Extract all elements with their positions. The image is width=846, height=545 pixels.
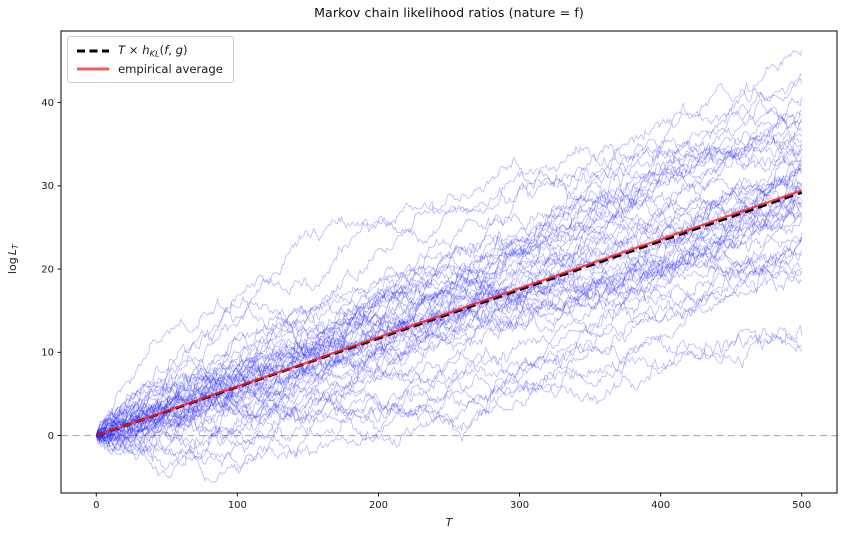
trajectory-line bbox=[96, 114, 803, 461]
kl-reference-line bbox=[95, 191, 803, 437]
trajectories-group bbox=[95, 50, 803, 484]
trajectory-line bbox=[95, 199, 802, 460]
empirical-average-line bbox=[95, 189, 803, 437]
y-tick-label: 40 bbox=[41, 98, 54, 109]
trajectory-line bbox=[95, 185, 802, 436]
trajectory-line bbox=[95, 268, 803, 455]
trajectory-line bbox=[95, 213, 803, 436]
trajectory-line bbox=[95, 331, 802, 469]
y-tick-label: 10 bbox=[41, 348, 54, 359]
trajectory-line bbox=[95, 189, 802, 443]
trajectory-line bbox=[95, 247, 803, 452]
x-tick-label: 500 bbox=[792, 500, 811, 511]
trajectory-line bbox=[95, 77, 803, 436]
y-tick-label: 0 bbox=[48, 431, 54, 442]
x-tick-label: 200 bbox=[369, 500, 388, 511]
x-tick-label: 100 bbox=[228, 500, 247, 511]
x-axis-label: T bbox=[445, 516, 453, 529]
x-axis-ticks: 0 100 200 300 400 500 bbox=[93, 493, 811, 511]
trajectory-line bbox=[96, 150, 802, 446]
trajectory-line bbox=[96, 326, 803, 468]
trajectory-line bbox=[96, 167, 803, 439]
trajectory-line bbox=[95, 97, 803, 440]
trajectory-line bbox=[96, 120, 802, 438]
y-tick-label: 30 bbox=[41, 181, 54, 192]
trajectory-line bbox=[95, 133, 803, 436]
y-axis-ticks: 0 10 20 30 40 bbox=[41, 98, 61, 442]
trajectory-line bbox=[96, 180, 803, 441]
trajectory-line bbox=[95, 72, 803, 453]
trajectory-line bbox=[95, 214, 803, 440]
trajectory-line bbox=[95, 107, 802, 471]
trajectory-line bbox=[95, 152, 803, 442]
x-tick-label: 400 bbox=[651, 500, 670, 511]
trajectory-line bbox=[95, 185, 802, 442]
trajectory-line bbox=[95, 250, 802, 484]
legend-kl-dashed-line-sample bbox=[77, 49, 109, 53]
y-tick-label: 20 bbox=[41, 264, 54, 275]
x-tick-label: 0 bbox=[93, 500, 99, 511]
trajectory-line bbox=[96, 132, 803, 442]
y-axis-label: log LT bbox=[5, 244, 21, 275]
chart-title: Markov chain likelihood ratios (nature =… bbox=[314, 5, 584, 20]
trajectory-line bbox=[95, 260, 803, 444]
trajectory-line bbox=[95, 325, 803, 436]
trajectory-line bbox=[95, 147, 803, 457]
x-tick-label: 300 bbox=[510, 500, 529, 511]
trajectory-line bbox=[95, 237, 803, 438]
trajectory-line bbox=[96, 194, 802, 441]
trajectory-line bbox=[95, 269, 802, 438]
trajectory-line bbox=[95, 164, 802, 443]
axes-frame bbox=[60, 30, 838, 494]
trajectory-line bbox=[96, 199, 803, 446]
legend-average-line-sample bbox=[77, 67, 109, 71]
trajectory-line bbox=[95, 116, 803, 449]
legend: T × hKL(f, g) empirical average bbox=[67, 36, 234, 84]
trajectory-line bbox=[96, 256, 802, 444]
trajectory-line bbox=[96, 233, 802, 449]
trajectory-line bbox=[95, 200, 803, 445]
trajectory-line bbox=[96, 205, 802, 442]
trajectory-line bbox=[96, 149, 802, 440]
trajectory-line bbox=[95, 176, 802, 436]
legend-label-kl: T × hKL(f, g) bbox=[118, 43, 188, 59]
legend-entry-average: empirical average bbox=[76, 62, 223, 76]
trajectory-line bbox=[96, 232, 803, 436]
trajectory-line bbox=[96, 50, 803, 437]
trajectory-line bbox=[95, 143, 803, 440]
trajectory-line bbox=[96, 128, 802, 437]
trajectory-line bbox=[96, 140, 803, 436]
trajectory-line bbox=[96, 179, 803, 451]
legend-entry-kl: T × hKL(f, g) bbox=[76, 43, 223, 58]
trajectory-line bbox=[96, 209, 802, 452]
trajectory-line bbox=[96, 237, 803, 443]
legend-label-average: empirical average bbox=[118, 62, 223, 77]
